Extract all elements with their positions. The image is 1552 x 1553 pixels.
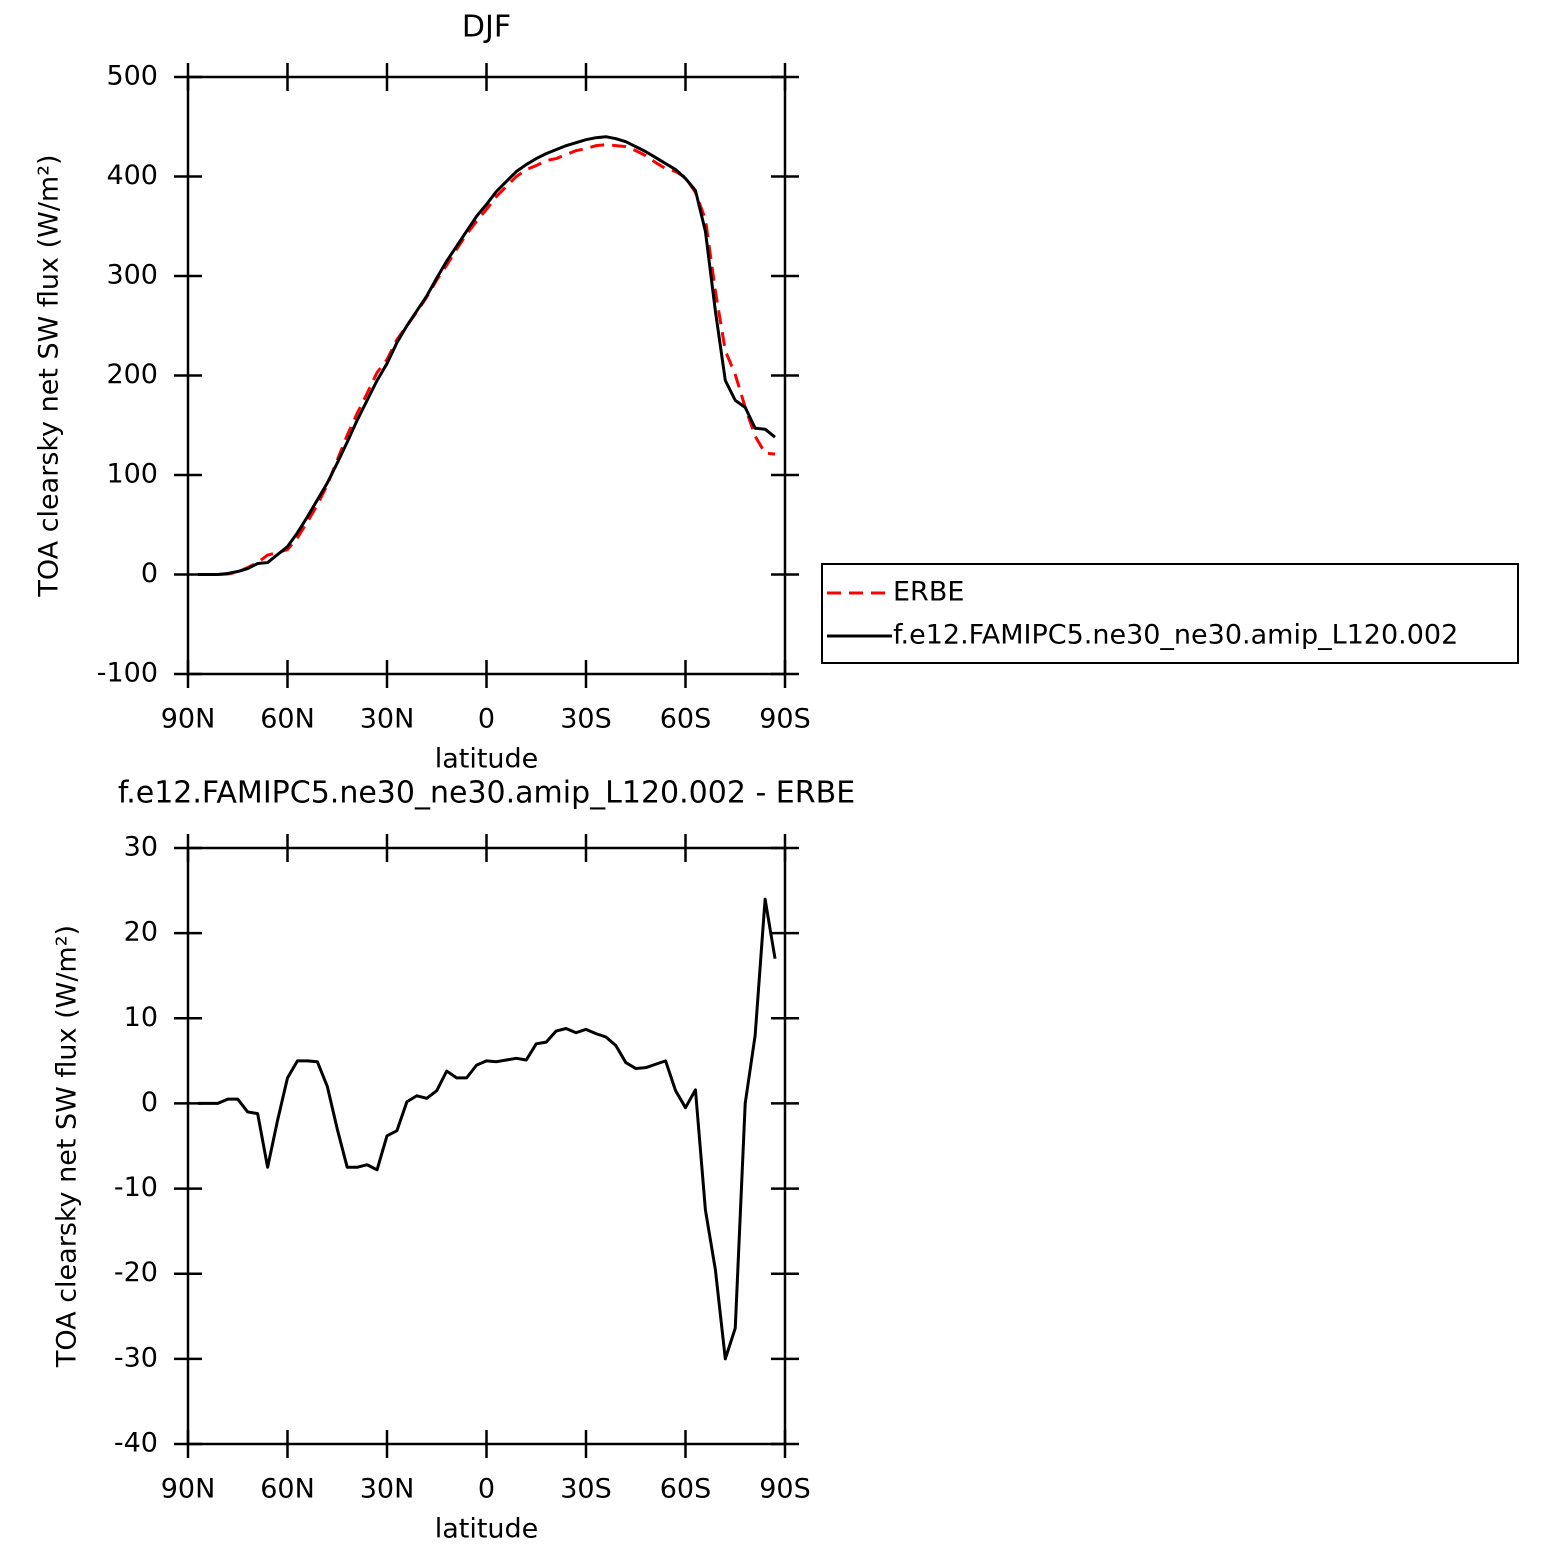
x-tick-label: 60N [260, 704, 315, 735]
y-tick-label: -20 [114, 1257, 158, 1288]
x-tick-label: 60S [660, 1474, 712, 1505]
y-tick-label: -100 [97, 658, 158, 689]
data-line [197, 143, 776, 576]
data-line [197, 897, 777, 1361]
x-axis-label: latitude [435, 1514, 539, 1545]
y-tick-label: 30 [124, 832, 158, 863]
x-tick-label: 0 [478, 704, 495, 735]
x-tick-label: 90S [759, 704, 811, 735]
y-tick-label: 200 [106, 359, 158, 390]
y-tick-label: 400 [106, 160, 158, 191]
y-tick-label: -30 [114, 1342, 158, 1373]
y-axis-label: TOA clearsky net SW flux (W/m²) [52, 925, 83, 1368]
x-tick-label: 90S [759, 1474, 811, 1505]
x-tick-label: 60N [260, 1474, 315, 1505]
legend-label: ERBE [893, 577, 964, 608]
plot-frame [186, 75, 787, 676]
legend-label: f.e12.FAMIPC5.ne30_ne30.amip_L120.002 [893, 620, 1458, 651]
x-tick-label: 30S [560, 1474, 612, 1505]
chart-title: DJF [462, 10, 511, 45]
y-tick-label: -10 [114, 1172, 158, 1203]
y-tick-label: 0 [141, 558, 158, 589]
data-line [197, 135, 776, 576]
x-axis-label: latitude [435, 744, 539, 775]
y-tick-label: 300 [106, 260, 158, 291]
x-tick-label: 90N [161, 704, 216, 735]
x-tick-label: 30N [360, 1474, 415, 1505]
y-tick-label: 0 [141, 1087, 158, 1118]
x-tick-label: 90N [161, 1474, 216, 1505]
y-axis-label: TOA clearsky net SW flux (W/m²) [34, 154, 65, 597]
x-tick-label: 60S [660, 704, 712, 735]
y-tick-label: 10 [124, 1002, 158, 1033]
y-tick-label: 100 [106, 459, 158, 490]
chart-title: f.e12.FAMIPC5.ne30_ne30.amip_L120.002 - … [118, 776, 855, 811]
legend-box [821, 563, 1519, 664]
y-tick-label: 20 [124, 917, 158, 948]
plot-frame [186, 846, 787, 1446]
x-tick-label: 0 [478, 1474, 495, 1505]
y-tick-label: 500 [106, 61, 158, 92]
y-tick-label: -40 [114, 1428, 158, 1459]
x-tick-label: 30N [360, 704, 415, 735]
x-tick-label: 30S [560, 704, 612, 735]
